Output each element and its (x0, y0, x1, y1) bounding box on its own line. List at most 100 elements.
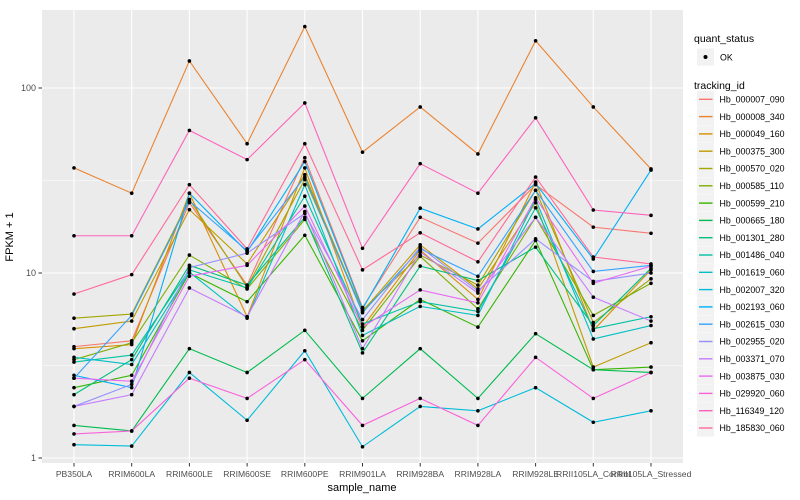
legend-item-label: Hb_003371_070 (720, 354, 785, 364)
data-point (245, 251, 249, 255)
data-point (533, 385, 538, 390)
data-point (303, 24, 307, 29)
data-point (72, 442, 76, 447)
data-point (649, 168, 653, 172)
data-point (129, 319, 134, 323)
data-point (533, 38, 538, 43)
data-point (649, 408, 653, 413)
data-point (418, 346, 423, 351)
data-point (591, 313, 596, 318)
data-point (591, 281, 596, 286)
legend-quant-status-title: quant_status (694, 33, 754, 45)
data-point (591, 295, 596, 299)
data-point (476, 152, 480, 156)
data-point (476, 408, 480, 413)
legend-item-label: Hb_001619_060 (720, 268, 785, 278)
data-point (476, 313, 480, 318)
data-point (591, 269, 596, 274)
data-point (245, 418, 249, 423)
data-point (418, 396, 423, 401)
data-point (533, 175, 538, 179)
data-point (649, 262, 653, 266)
data-point (533, 116, 538, 120)
data-point (72, 166, 76, 170)
data-point (533, 215, 538, 220)
legend-item-label: Hb_003875_030 (720, 371, 785, 381)
legend-item-label: Hb_000665_180 (720, 216, 785, 226)
data-point (187, 207, 192, 212)
x-tick-label: RRIM928LE (512, 469, 559, 479)
data-point (591, 320, 596, 325)
data-point (187, 270, 192, 275)
x-tick-label: RRIM600LA (108, 469, 155, 479)
data-point (360, 246, 365, 251)
data-point (245, 299, 249, 304)
data-point (649, 319, 653, 323)
x-tick-label: RRIM600PE (281, 469, 329, 479)
data-point (245, 283, 249, 287)
data-point (129, 362, 134, 367)
data-point (72, 385, 76, 390)
legend-item-label: Hb_000375_300 (720, 146, 785, 156)
data-point (360, 351, 365, 355)
data-point (476, 297, 480, 302)
data-point (72, 373, 76, 378)
data-point (418, 404, 423, 409)
data-point (303, 166, 307, 170)
data-point (360, 322, 365, 326)
data-point (187, 199, 192, 203)
data-point (418, 250, 423, 254)
data-point (303, 177, 307, 182)
data-point (591, 225, 596, 229)
data-point (303, 101, 307, 105)
y-axis-title: FPKM + 1 (4, 212, 16, 261)
data-point (418, 230, 423, 235)
data-point (476, 325, 480, 329)
data-point (476, 307, 480, 311)
data-point (418, 288, 423, 292)
data-point (533, 206, 538, 210)
x-axis-title: sample_name (327, 482, 396, 494)
data-point (72, 404, 76, 409)
data-point (591, 365, 596, 369)
data-point (360, 346, 365, 351)
data-point (129, 429, 134, 433)
data-point (187, 182, 192, 187)
data-point (187, 253, 192, 257)
legend-item-label: Hb_002007_320 (720, 285, 785, 295)
data-point (303, 233, 307, 238)
data-point (591, 326, 596, 331)
data-point (418, 105, 423, 109)
data-point (533, 195, 538, 200)
data-point (187, 274, 192, 279)
legend-ok-point (703, 55, 708, 59)
x-tick-label: RRIM600SE (223, 469, 271, 479)
data-point (245, 314, 249, 319)
legend-item-label: Hb_029920_060 (720, 389, 785, 399)
data-point (476, 423, 480, 428)
data-point (649, 281, 653, 286)
data-point (187, 128, 192, 133)
data-point (303, 328, 307, 333)
data-point (187, 376, 192, 380)
legend-item-label: Hb_116349_120 (720, 406, 785, 416)
legend-item-label: Hb_001301_280 (720, 233, 785, 243)
data-point (533, 188, 538, 193)
data-point (72, 432, 76, 436)
data-point (476, 274, 480, 279)
data-point (591, 208, 596, 212)
data-point (245, 141, 249, 146)
data-point (187, 346, 192, 351)
x-tick-label: RRIM901LA (339, 469, 386, 479)
data-point (129, 313, 134, 318)
data-point (72, 360, 76, 364)
data-point (533, 355, 538, 360)
data-point (649, 365, 653, 369)
x-tick-label: RRIM928BA (396, 469, 444, 479)
legend-item-label: Hb_001486_040 (720, 250, 785, 260)
data-point (72, 423, 76, 428)
data-point (303, 141, 307, 146)
legend-item-label: Hb_002193_060 (720, 302, 785, 312)
data-point (476, 396, 480, 401)
